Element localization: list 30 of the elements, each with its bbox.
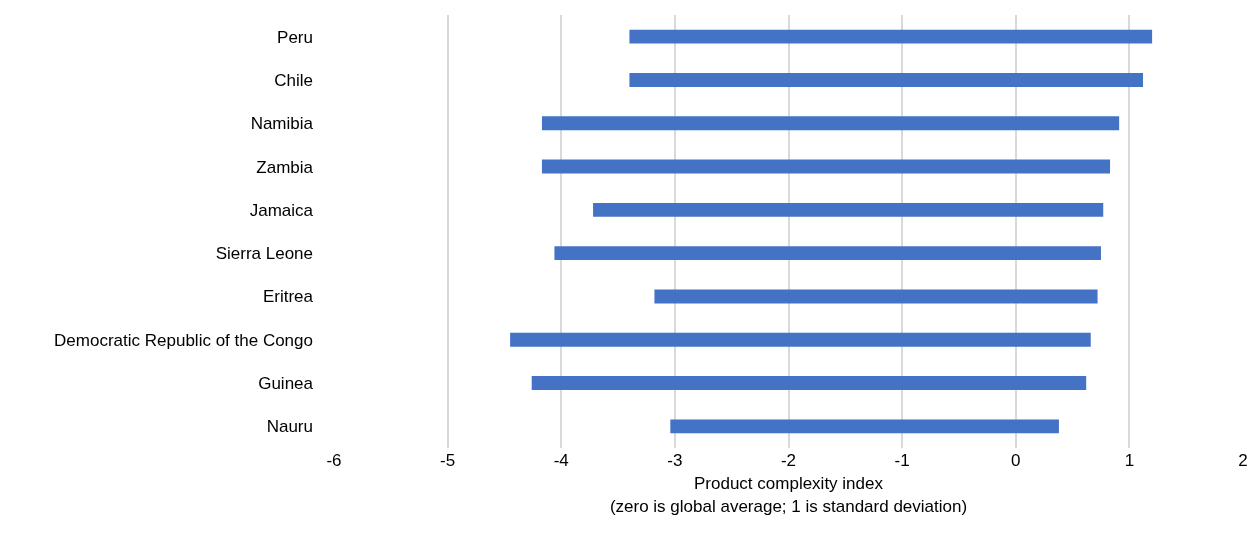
y-tick-label: Jamaica [249,200,314,220]
y-tick-label: Guinea [258,374,314,393]
x-tick-label: -5 [440,451,456,470]
x-tick-label: -6 [326,451,342,470]
y-tick-label: Zambia [256,157,314,177]
x-axis-title: Product complexity index (zero is global average; 1 is standard deviation) [609,474,968,516]
bar [554,246,1101,261]
y-tick-label: Nauru [266,417,313,437]
x-tick-label: -4 [553,451,569,470]
bar [541,159,1111,174]
bar [629,29,1153,44]
bar [654,289,1098,304]
bar [670,419,1059,434]
y-tick-label: Sierra Leone [215,244,313,264]
x-tick-label: -2 [780,451,797,470]
bar [629,73,1144,87]
bar [593,202,1104,217]
bar [541,116,1120,131]
x-tick-label: 0 [1011,451,1021,470]
bar [531,376,1087,390]
x-tick-label: 1 [1124,451,1135,470]
bar [510,332,1091,347]
y-tick-label: Eritrea [262,287,314,307]
x-tick-label: -1 [894,451,910,470]
x-tick-label: -3 [667,451,683,470]
y-tick-label: Peru [277,27,313,47]
y-tick-label: Namibia [250,114,314,134]
y-tick-label: Chile [274,70,313,90]
x-tick-label: 2 [1238,451,1248,470]
y-tick-label: Democratic Republic of the Congo [54,330,313,350]
